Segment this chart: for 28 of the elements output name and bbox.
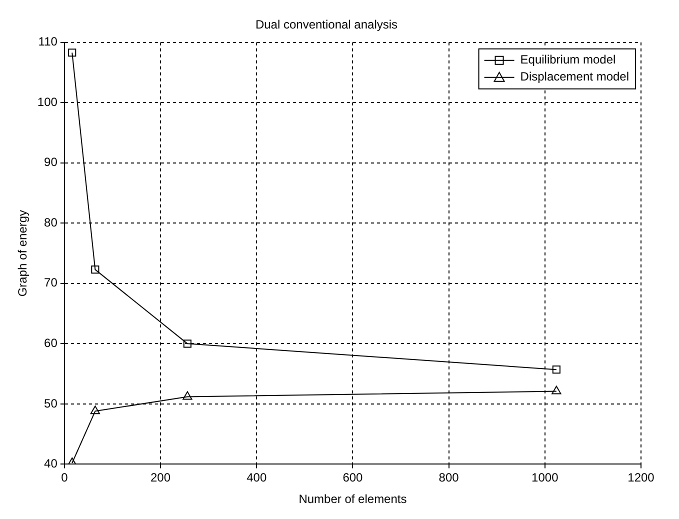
y-tick-label: 80 — [44, 215, 58, 230]
y-tick-label: 40 — [44, 456, 58, 471]
point — [68, 48, 76, 57]
x-tick-label: 400 — [246, 470, 267, 485]
y-tick-label: 50 — [44, 396, 58, 410]
legend-label: Equilibrium model — [520, 52, 616, 67]
x-axis-title: Number of elements — [298, 492, 407, 506]
point — [67, 457, 77, 464]
point — [552, 386, 562, 394]
y-tick-label: 60 — [44, 336, 58, 350]
y-tick-label: 100 — [37, 94, 58, 109]
x-tick-label: 600 — [342, 470, 364, 485]
x-tick-label: 200 — [150, 470, 171, 485]
legend-label: Displacement model — [520, 70, 630, 84]
y-tick-label: 90 — [44, 155, 58, 170]
point — [183, 340, 192, 348]
x-tick-label: 1000 — [532, 470, 559, 485]
y-tick-label: 110 — [38, 34, 58, 49]
y-tick-label: 70 — [44, 276, 58, 290]
x-tick-label: 0 — [61, 470, 68, 485]
x-tick-label: 800 — [438, 470, 460, 485]
y-axis-title: Graph of energy — [16, 210, 30, 297]
chart-title: Dual conventional analysis — [255, 18, 398, 32]
point — [552, 366, 560, 374]
point — [90, 406, 100, 414]
point — [182, 391, 192, 400]
x-tick-label: 1200 — [628, 470, 655, 485]
point — [91, 266, 100, 274]
